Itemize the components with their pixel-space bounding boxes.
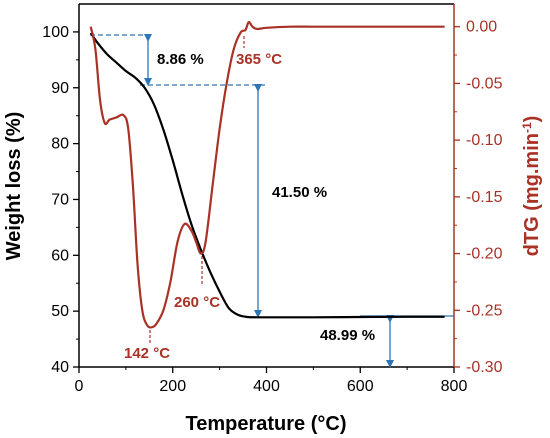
x-tick-label: 0 [75, 378, 84, 395]
annot-41-50: 41.50 % [272, 184, 327, 201]
y-right-tick-label: -0.10 [466, 132, 503, 149]
y-axis-right-title-close: ) [521, 116, 543, 123]
annot-8-86: 8.86 % [157, 51, 204, 68]
y-left-tick-label: 90 [51, 80, 69, 97]
y-right-tick-label: -0.25 [466, 302, 503, 319]
y-left-tick-label: 40 [51, 359, 69, 376]
y-right-tick-label: -0.15 [466, 189, 503, 206]
y-right-tick-label: 0.00 [466, 19, 497, 36]
y-axis-right-title: dTG (mg.min-1) [520, 116, 543, 257]
x-tick-label: 800 [441, 378, 468, 395]
axis-ticks [73, 26, 460, 373]
y-left-tick-label: 60 [51, 247, 69, 264]
x-tick-label: 400 [253, 378, 280, 395]
annot-365: 365 °C [236, 51, 282, 68]
y-right-tick-label: -0.30 [466, 359, 503, 376]
y-right-tick-label: -0.20 [466, 246, 503, 263]
y-axis-right-title-main: dTG (mg.min [521, 133, 543, 256]
y-right-tick-label: -0.05 [466, 75, 503, 92]
y-left-tick-label: 100 [42, 24, 69, 41]
tg-curve [89, 32, 445, 319]
y-left-tick-label: 80 [51, 136, 69, 153]
peak-markers [149, 36, 245, 343]
y-left-tick-label: 50 [51, 303, 69, 320]
annot-48-99: 48.99 % [320, 327, 375, 344]
annot-142: 142 °C [124, 345, 170, 362]
annot-260: 260 °C [174, 294, 220, 311]
x-tick-label: 600 [347, 378, 374, 395]
y-axis-right-title-sup: -1 [520, 122, 534, 133]
tick-labels: 0 200 400 600 800 40 50 60 70 80 90 100 0.00 -0.05 -0.… [42, 19, 502, 395]
dtg-curve [89, 21, 445, 329]
y-left-tick-label: 70 [51, 191, 69, 208]
x-tick-label: 200 [159, 378, 186, 395]
x-axis-title: Temperature (°C) [186, 413, 347, 435]
y-axis-left-title: Weight loss (%) [3, 112, 25, 261]
